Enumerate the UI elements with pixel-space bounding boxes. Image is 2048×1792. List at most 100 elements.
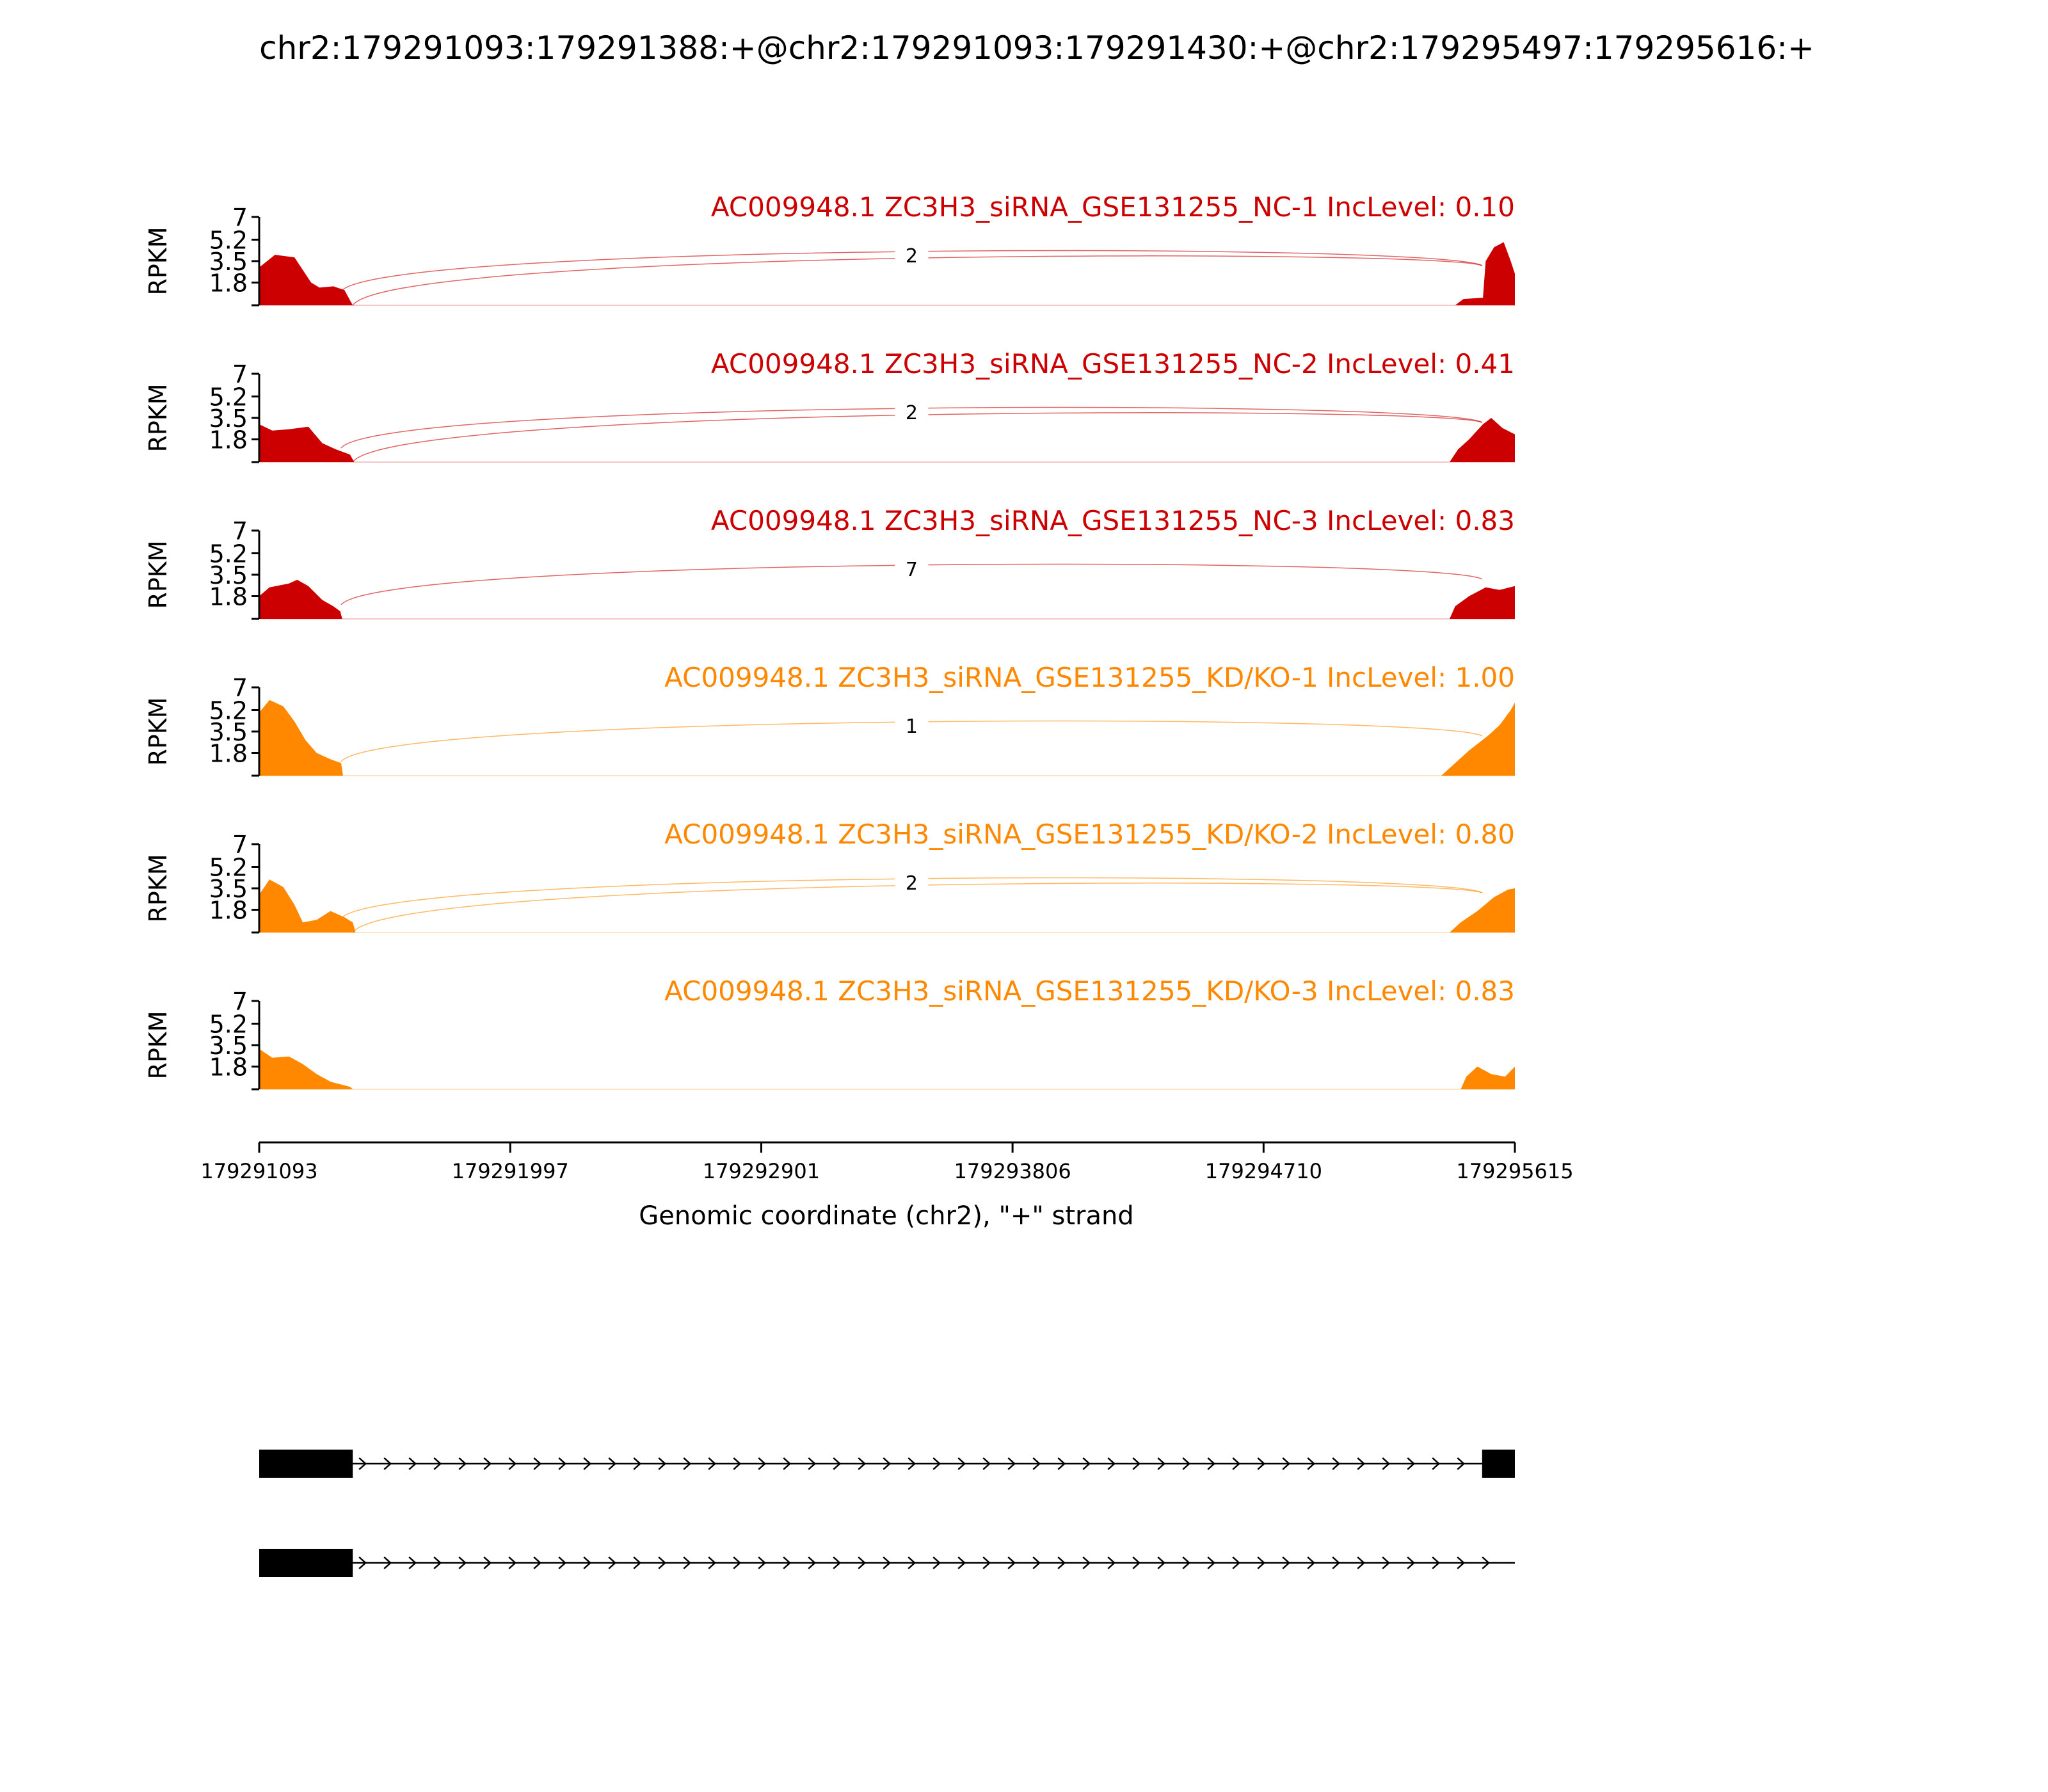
y-tick-label: 3.5	[209, 561, 248, 589]
coverage-panel: 2 75.23.51.8 RPKM AC009948.1 ZC3H3_siRNA_GS…	[144, 819, 1515, 934]
strand-chevron	[1157, 1556, 1166, 1569]
y-axis-label: RPKM	[144, 1011, 172, 1079]
strand-chevron	[758, 1556, 767, 1569]
strand-chevron	[932, 1457, 941, 1470]
series-title: AC009948.1 ZC3H3_siRNA_GSE131255_NC-2 In…	[711, 348, 1515, 380]
strand-chevron	[483, 1556, 492, 1569]
y-tick-label: 1.8	[209, 897, 248, 925]
strand-chevron	[1132, 1556, 1141, 1569]
strand-chevron	[708, 1457, 717, 1470]
strand-chevron	[358, 1457, 367, 1470]
strand-chevron	[433, 1457, 442, 1470]
isoform	[259, 1450, 1515, 1478]
strand-chevron	[1032, 1556, 1041, 1569]
y-tick-label: 3.5	[209, 1032, 248, 1060]
strand-chevron	[1482, 1556, 1491, 1569]
strand-chevron	[558, 1457, 567, 1470]
chart-title: chr2:179291093:179291388:+@chr2:17929109…	[259, 29, 1814, 67]
strand-chevron	[982, 1457, 991, 1470]
coverage-area	[259, 579, 1515, 619]
y-tick-label: 3.5	[209, 404, 248, 433]
isoform-track	[259, 1450, 1515, 1577]
y-axis-label: RPKM	[144, 697, 172, 765]
y-axis-label: RPKM	[144, 383, 172, 452]
strand-chevron	[658, 1556, 667, 1569]
strand-chevron	[1207, 1556, 1216, 1569]
strand-chevron	[1332, 1556, 1341, 1569]
y-tick-label: 5.2	[209, 226, 248, 254]
strand-chevron	[908, 1556, 916, 1569]
strand-chevron	[808, 1457, 817, 1470]
junction-label-bg	[895, 244, 929, 266]
strand-chevron	[1082, 1457, 1091, 1470]
strand-chevron	[1357, 1556, 1366, 1569]
strand-chevron	[733, 1457, 742, 1470]
strand-chevron	[883, 1457, 892, 1470]
y-tick-label: 5.2	[209, 1010, 248, 1038]
series-title: AC009948.1 ZC3H3_siRNA_GSE131255_KD/KO-1…	[664, 662, 1515, 693]
x-axis-label: Genomic coordinate (chr2), "+" strand	[639, 1201, 1133, 1231]
strand-chevron	[908, 1457, 916, 1470]
x-tick-label: 179295615	[1456, 1159, 1573, 1183]
coverage-area	[259, 879, 1515, 932]
strand-chevron	[683, 1457, 692, 1470]
junction-count: 1	[906, 716, 918, 738]
y-tick-label: 1.8	[209, 740, 248, 768]
strand-chevron	[982, 1556, 991, 1569]
strand-chevron	[1382, 1457, 1391, 1470]
coverage-panel: 75.23.51.8 RPKM AC009948.1 ZC3H3_siRNA_GSE…	[144, 975, 1515, 1091]
y-tick-label: 3.5	[209, 718, 248, 746]
strand-chevron	[783, 1556, 792, 1569]
exon-block	[259, 1549, 353, 1577]
strand-chevron	[783, 1457, 792, 1470]
y-tick-label: 7	[232, 674, 248, 702]
x-tick-label: 179291997	[452, 1159, 569, 1183]
strand-chevron	[583, 1556, 592, 1569]
coverage-panel: 1 75.23.51.8 RPKM AC009948.1 ZC3H3_siRNA_GS…	[144, 662, 1515, 777]
y-tick-label: 1.8	[209, 269, 248, 298]
strand-chevron	[808, 1556, 817, 1569]
strand-chevron	[533, 1457, 542, 1470]
strand-chevron	[1182, 1556, 1191, 1569]
series-title: AC009948.1 ZC3H3_siRNA_GSE131255_NC-3 In…	[711, 505, 1515, 536]
coverage-panel: 2 75.23.51.8 RPKM AC009948.1 ZC3H3_siRNA_GS…	[144, 348, 1515, 463]
y-tick-label: 7	[232, 988, 248, 1016]
strand-chevron	[1107, 1556, 1116, 1569]
y-axis-label: RPKM	[144, 227, 172, 295]
y-tick-label: 7	[232, 517, 248, 545]
strand-chevron	[608, 1556, 617, 1569]
y-tick-label: 1.8	[209, 426, 248, 454]
strand-chevron	[1132, 1457, 1141, 1470]
strand-chevron	[883, 1556, 892, 1569]
strand-chevron	[1257, 1556, 1266, 1569]
strand-chevron	[1232, 1556, 1241, 1569]
strand-chevron	[858, 1556, 867, 1569]
strand-chevron	[458, 1556, 467, 1569]
junction-count: 2	[906, 402, 918, 424]
strand-chevron	[1007, 1457, 1016, 1470]
strand-chevron	[533, 1556, 542, 1569]
strand-chevron	[383, 1556, 392, 1569]
series-title: AC009948.1 ZC3H3_siRNA_GSE131255_NC-1 In…	[711, 191, 1515, 223]
y-tick-label: 7	[232, 360, 248, 388]
strand-chevron	[408, 1457, 417, 1470]
strand-chevron	[733, 1556, 742, 1569]
strand-chevron	[1007, 1556, 1016, 1569]
series-title: AC009948.1 ZC3H3_siRNA_GSE131255_KD/KO-3…	[664, 975, 1515, 1007]
exon-block	[259, 1450, 353, 1478]
strand-chevron	[932, 1556, 941, 1569]
y-tick-label: 3.5	[209, 875, 248, 903]
strand-chevron	[683, 1556, 692, 1569]
strand-chevron	[1432, 1457, 1441, 1470]
exon-block	[1482, 1450, 1515, 1478]
coverage-panel: 2 75.23.51.8 RPKM AC009948.1 ZC3H3_siRNA_GS…	[144, 191, 1515, 307]
strand-chevron	[658, 1457, 667, 1470]
strand-chevron	[1207, 1457, 1216, 1470]
strand-chevron	[1107, 1457, 1116, 1470]
strand-chevron	[383, 1457, 392, 1470]
strand-chevron	[1032, 1457, 1041, 1470]
strand-chevron	[1082, 1556, 1091, 1569]
